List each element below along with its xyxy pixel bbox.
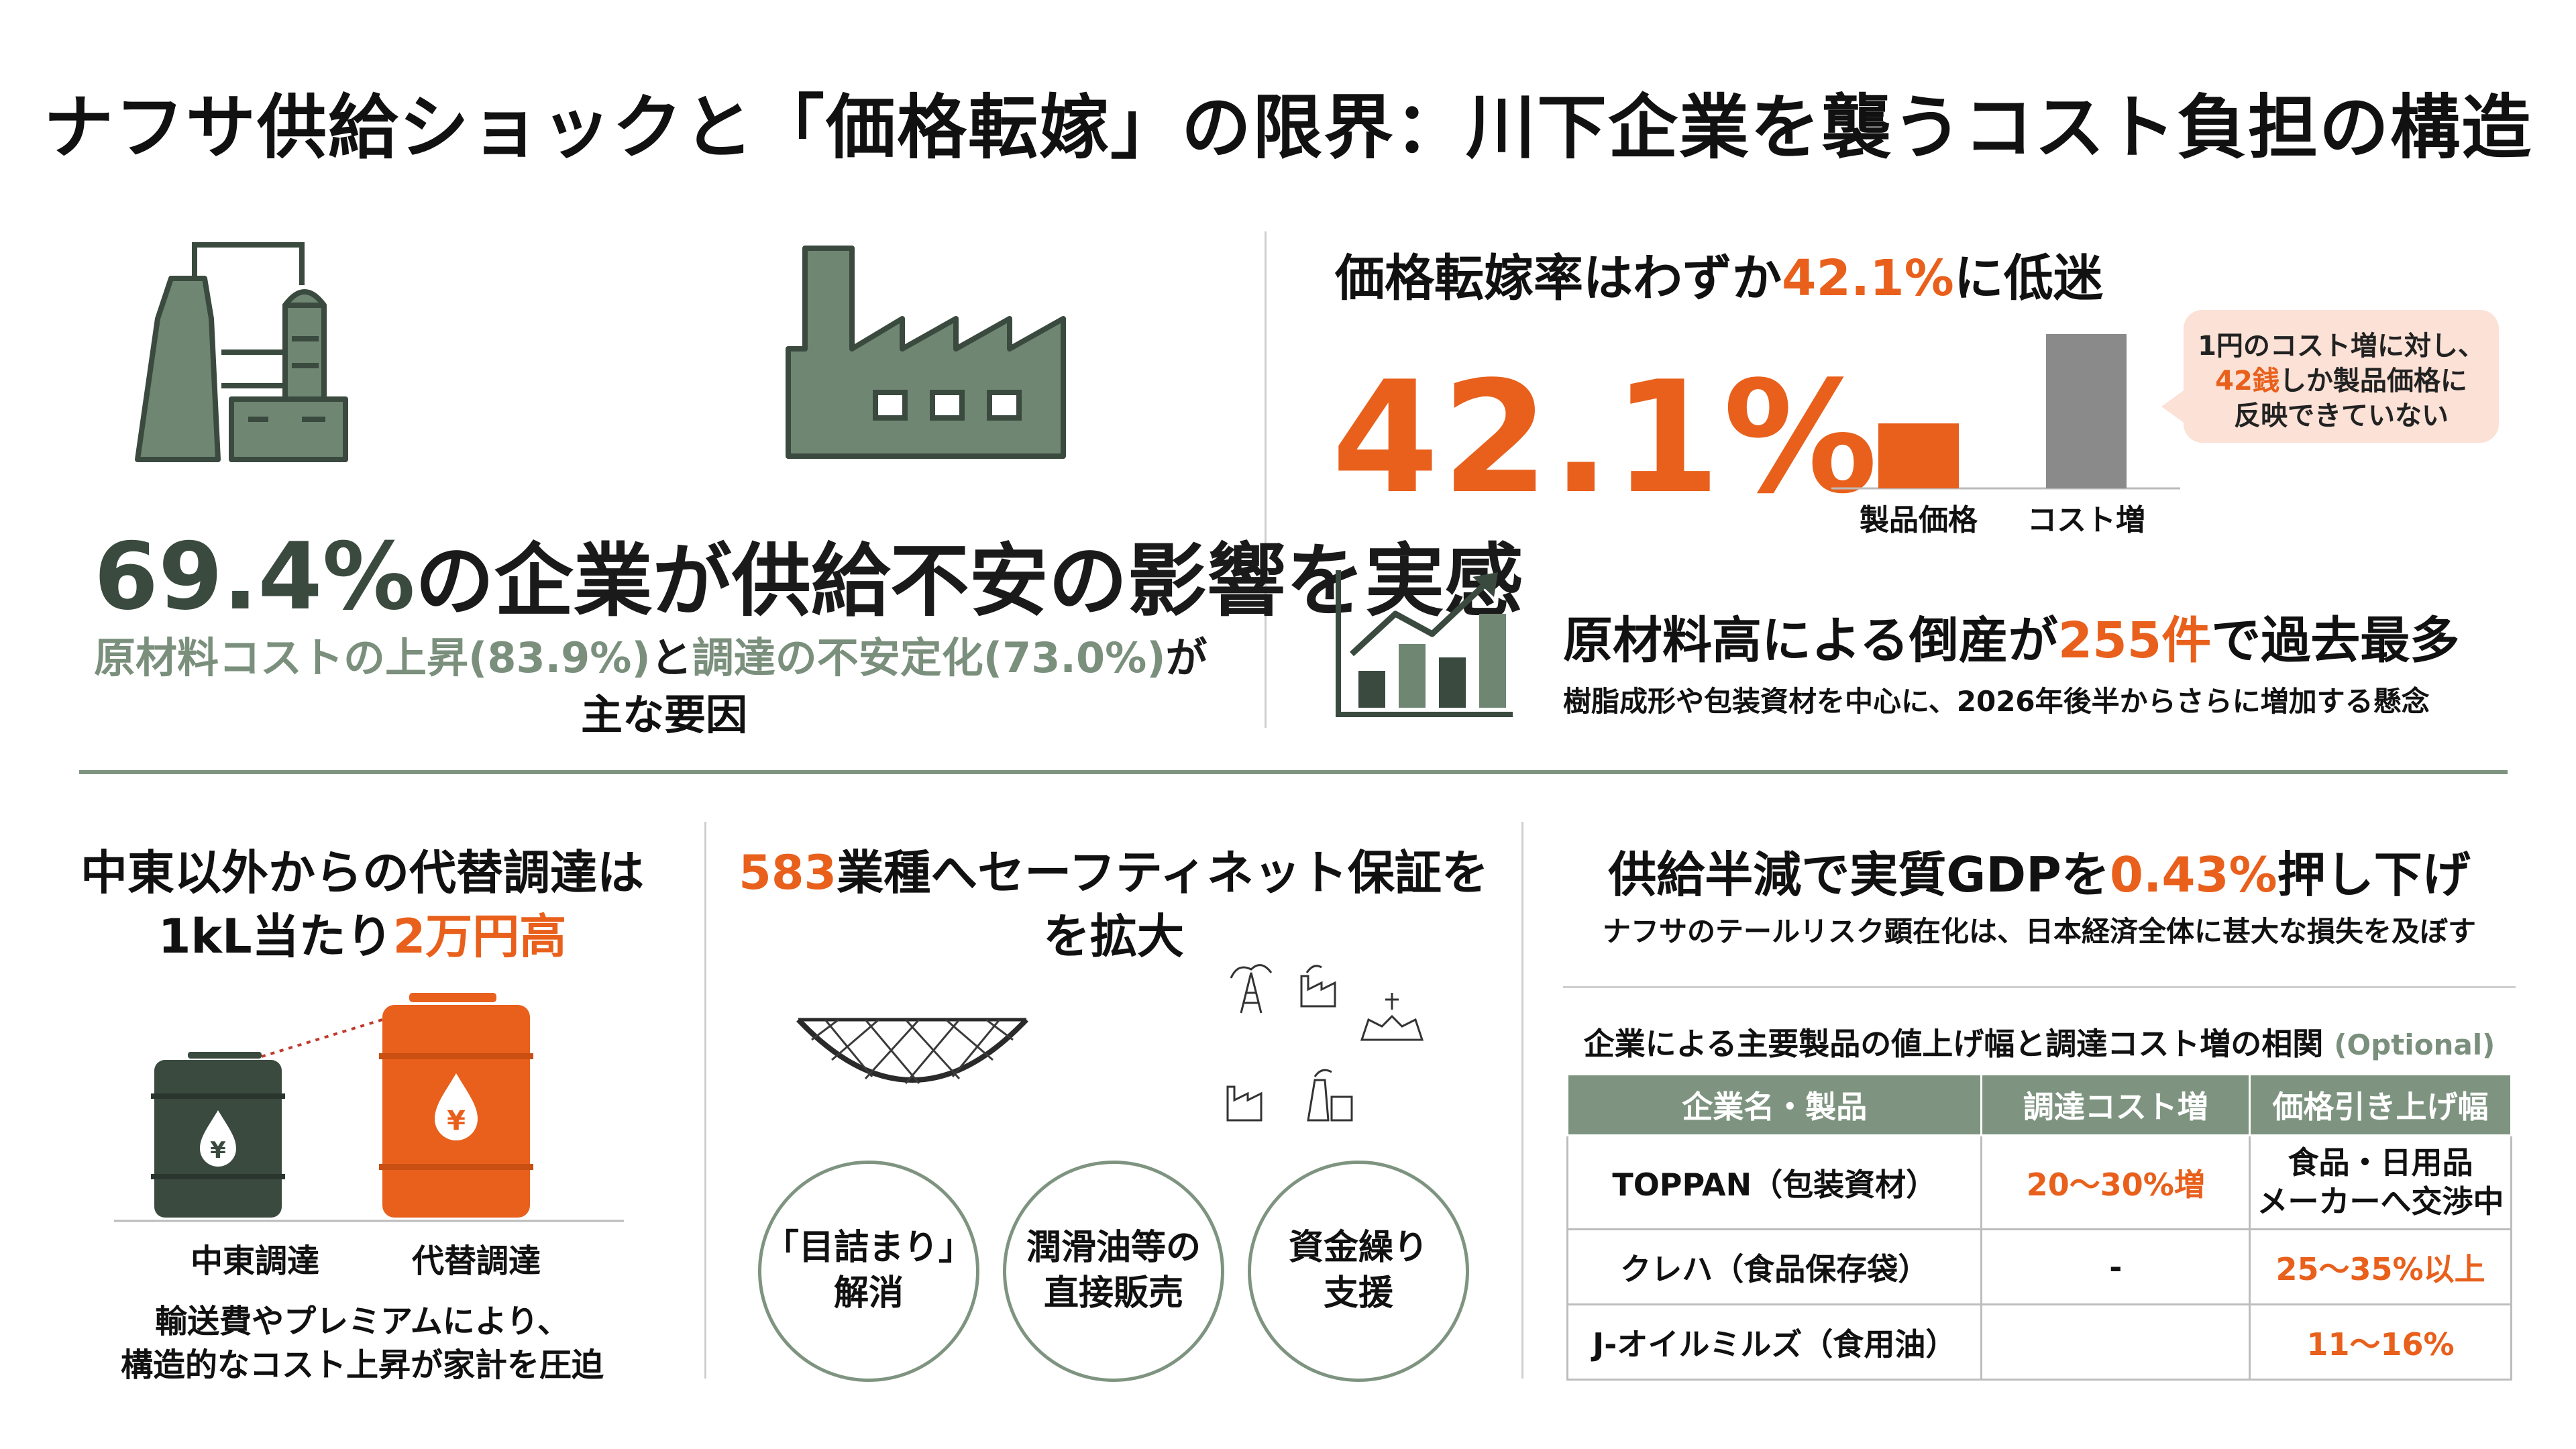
- factory-2-icon: [1226, 1085, 1263, 1122]
- barrel-label-alternative: 代替調達: [411, 1242, 541, 1280]
- table-separator: [1563, 986, 2516, 988]
- page-title: ナフサ供給ショックと「価格転嫁」の限界：川下企業を襲うコスト負担の構造: [43, 87, 2532, 168]
- bubble-line-3: 反映できていない: [2234, 400, 2449, 431]
- bar-cost-increase: [2046, 334, 2127, 488]
- measure-3-line1: 資金繰り: [1288, 1228, 1428, 1269]
- supply-causes-line: 原材料コストの上昇(83.9%)と調達の不安定化(73.0%)が: [94, 624, 1234, 684]
- cause-procurement: 調達の不安定化(73.0%): [692, 633, 1166, 682]
- table-row: J-オイルミルズ（食用油） 11〜16%: [1566, 1303, 2512, 1381]
- supply-stat-line: 69.4%の企業が供給不安の影響を実感: [94, 517, 1523, 631]
- table-header-row: 企業名・製品 調達コスト増 価格引き上げ幅: [1566, 1073, 2512, 1136]
- growth-chart-icon: [1336, 570, 1513, 717]
- pass-heading: 価格転嫁率はわずか42.1%に低迷: [1335, 238, 2103, 310]
- row-2-raise: 25〜35%以上: [2249, 1228, 2512, 1305]
- gdp-sub: ナフサのテールリスク顕在化は、日本経済全体に甚大な損失を及ぼす: [1602, 915, 2476, 948]
- row-1-raise-line2: メーカーへ交渉中: [2257, 1183, 2504, 1220]
- row-1-raise-line1: 食品・日用品: [2288, 1144, 2473, 1181]
- alt-note-1: 輸送費やプレミアムにより、: [155, 1303, 570, 1340]
- row-1-raise: 食品・日用品 メーカーへ交渉中: [2249, 1134, 2512, 1230]
- header-company: 企業名・製品: [1566, 1073, 1983, 1136]
- row-3-raise: 11〜16%: [2249, 1303, 2512, 1381]
- measure-2-line1: 潤滑油等の: [1026, 1228, 1201, 1269]
- supply-causes-tail: 主な要因: [580, 690, 747, 739]
- bubble-value: 42銭: [2215, 366, 2279, 396]
- power-tower-icon: [1230, 964, 1273, 1014]
- alt-heading-value: 2万円高: [392, 909, 567, 964]
- bubble-line-1: 1円のコスト増に対し、: [2198, 331, 2485, 362]
- gdp-heading-pre: 供給半減で実質GDPを: [1608, 847, 2110, 903]
- bar-label-product-price: 製品価格: [1860, 503, 1978, 537]
- row-1-cost: 20〜30%増: [1980, 1134, 2251, 1230]
- barrel-label-middle-east: 中東調達: [190, 1242, 319, 1280]
- cause-tail: が: [1165, 633, 1208, 682]
- safety-heading-post: 業種へセーフティネット保証を: [837, 845, 1489, 900]
- pass-heading-pre: 価格転嫁率はわずか: [1335, 250, 1782, 307]
- header-raise: 価格引き上げ幅: [2249, 1073, 2512, 1136]
- row-3-company: J-オイルミルズ（食用油）: [1566, 1303, 1983, 1381]
- pass-big-value: 42.1%: [1332, 349, 1880, 528]
- small-factory-icon: [1300, 965, 1336, 1008]
- bankrupt-heading: 原材料高による倒産が255件で過去最多: [1563, 600, 2459, 672]
- safety-heading-line1: 583業種へセーフティネット保証を: [724, 835, 1503, 903]
- barrels-illustration: ¥ ¥: [114, 993, 624, 1222]
- table-row: TOPPAN（包装資材） 20〜30%増 食品・日用品 メーカーへ交渉中: [1566, 1134, 2512, 1230]
- alt-heading-line2: 1kL当たり2万円高: [40, 899, 684, 967]
- plant-icon: [1360, 993, 1424, 1041]
- table-row: クレハ（食品保存袋） - 25〜35%以上: [1566, 1228, 2512, 1305]
- bankrupt-sub: 樹脂成形や包装資材を中心に、2026年後半からさらに増加する懸念: [1563, 685, 2430, 718]
- bar-product-price: [1878, 423, 1959, 488]
- gdp-heading-value: 0.43%: [2109, 847, 2277, 903]
- measure-2-line2: 直接販売: [1043, 1273, 1183, 1313]
- row-1-company: TOPPAN（包装資材）: [1566, 1134, 1983, 1230]
- gdp-heading: 供給半減で実質GDPを0.43%押し下げ: [1543, 835, 2536, 906]
- barrel-middle-east: [151, 1052, 285, 1218]
- industry-icons: [1226, 964, 1424, 1122]
- yen-icon-2: ¥: [447, 1106, 466, 1136]
- row-2-company: クレハ（食品保存袋）: [1566, 1228, 1983, 1305]
- bubble-line-2: しか製品価格に: [2279, 366, 2467, 396]
- pass-heading-post: に低迷: [1953, 250, 2103, 307]
- alt-note-2: 構造的なコスト上昇が家計を圧迫: [120, 1346, 604, 1384]
- measure-3-line2: 支援: [1323, 1273, 1393, 1313]
- refinery-icon: [135, 242, 348, 462]
- speech-bubble-tail: [2161, 389, 2186, 424]
- row-2-cost: -: [1980, 1228, 2251, 1305]
- measure-circle-2: 潤滑油等の 直接販売: [1003, 1161, 1224, 1382]
- bankrupt-heading-value: 255件: [2057, 612, 2212, 669]
- header-cost: 調達コスト増: [1980, 1073, 2251, 1136]
- measure-1-line2: 解消: [833, 1273, 904, 1313]
- speech-bubble: 1円のコスト増に対し、 42銭しか製品価格に 反映できていない: [2184, 310, 2499, 443]
- supply-stat-value: 69.4%: [94, 523, 415, 631]
- table-title: 企業による主要製品の値上げ幅と調達コスト増の相関 (Optional): [1543, 1020, 2536, 1064]
- gdp-heading-post: 押し下げ: [2277, 847, 2471, 903]
- refinery-2-icon: [1307, 1069, 1353, 1122]
- cause-cost: 原材料コストの上昇(83.9%): [94, 633, 651, 682]
- pass-bar-chart: 製品価格 コスト増: [1831, 334, 2180, 537]
- yen-icon-1: ¥: [210, 1137, 226, 1164]
- cause-joiner: と: [650, 633, 692, 682]
- vertical-divider-top: [1265, 231, 1267, 728]
- vertical-divider-bottom-right: [1521, 822, 1523, 1379]
- alt-heading-pre: 1kL当たり: [158, 909, 393, 964]
- bankrupt-heading-pre: 原材料高による倒産が: [1563, 612, 2058, 669]
- safety-heading-line2: を拡大: [1043, 909, 1184, 964]
- measure-circle-3: 資金繰り 支援: [1248, 1161, 1469, 1382]
- safety-heading-value: 583: [739, 845, 837, 900]
- barrel-alternative: [379, 993, 533, 1218]
- correlation-table: 企業名・製品 調達コスト増 価格引き上げ幅 TOPPAN（包装資材） 20〜30…: [1566, 1073, 2512, 1381]
- table-optional-tag: (Optional): [2334, 1028, 2496, 1061]
- factory-icon: [786, 246, 1066, 459]
- table-title-text: 企業による主要製品の値上げ幅と調達コスト増の相関: [1583, 1026, 2324, 1062]
- bar-label-cost-increase: コスト増: [2027, 503, 2145, 537]
- safety-net-icon: [796, 1018, 1028, 1084]
- alt-heading-line1: 中東以外からの代替調達は: [80, 845, 644, 900]
- bankrupt-heading-post: で過去最多: [2211, 612, 2460, 669]
- measure-circle-1: 「目詰まり」 解消: [758, 1161, 979, 1382]
- horizontal-divider: [79, 770, 2508, 774]
- measure-1-line1: 「目詰まり」: [763, 1228, 973, 1269]
- vertical-divider-bottom-left: [704, 822, 706, 1379]
- row-3-cost: [1980, 1303, 2251, 1381]
- pass-heading-value: 42.1%: [1782, 250, 1954, 307]
